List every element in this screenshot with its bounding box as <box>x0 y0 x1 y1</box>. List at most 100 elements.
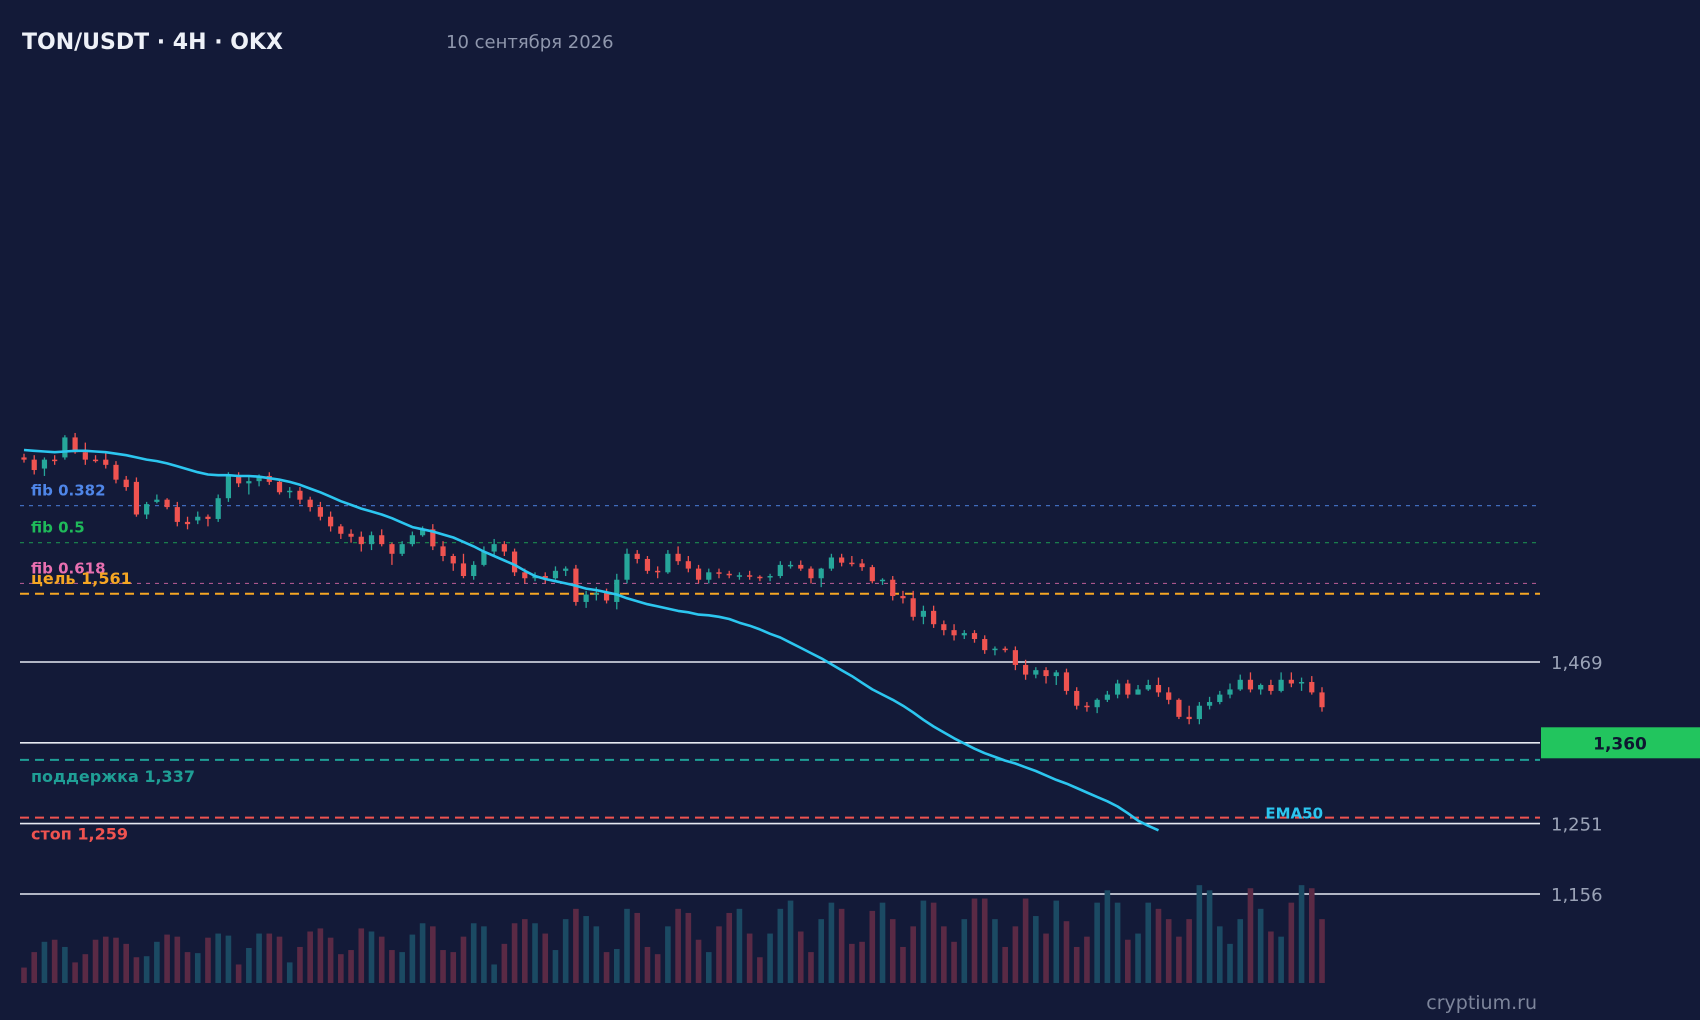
candle-body <box>603 593 610 601</box>
candle-body <box>900 596 906 599</box>
volume-bar <box>818 919 824 983</box>
candle-body <box>1145 684 1151 690</box>
candle <box>839 553 845 567</box>
candle <box>634 550 640 564</box>
candle-body <box>849 562 855 565</box>
candle-body <box>205 516 211 519</box>
volume-bar <box>767 933 773 983</box>
candle-body <box>736 575 743 577</box>
candle <box>808 566 814 584</box>
axis-tick-label: 1,251 <box>1551 815 1603 836</box>
volume-bar <box>675 908 681 983</box>
volume-bar <box>665 926 671 983</box>
volume-bar <box>920 900 927 983</box>
volume-bar <box>21 967 27 983</box>
volume-bar <box>1278 936 1284 983</box>
candle <box>92 455 99 463</box>
candle <box>1186 705 1192 725</box>
volume-bar <box>41 941 48 983</box>
volume-bar <box>654 954 661 983</box>
candle-body <box>338 526 344 534</box>
volume-bar <box>327 937 334 983</box>
price-axis: 1,469 1,251 1,156 1,360 <box>1541 653 1700 906</box>
volume-bar <box>1033 916 1039 983</box>
level-label-support: поддержка 1,337 <box>31 767 195 786</box>
candle-body <box>62 437 68 458</box>
volume-bar <box>1094 902 1100 983</box>
volume-bar <box>849 943 855 983</box>
candle <box>236 472 242 488</box>
candle <box>1247 672 1254 693</box>
candle-body <box>164 499 170 508</box>
candle <box>430 524 436 551</box>
candle <box>726 570 732 579</box>
candle-body <box>1268 684 1274 691</box>
volume-bar <box>1165 919 1172 983</box>
axis-tick-label: 1,156 <box>1551 885 1603 906</box>
volume-bar <box>1073 946 1080 983</box>
candle-body <box>695 568 702 580</box>
candle-body <box>675 553 681 562</box>
volume-bar <box>613 949 620 983</box>
volume-bar <box>1176 936 1182 983</box>
candle-body <box>1074 690 1080 706</box>
candle <box>879 578 886 585</box>
candle-body <box>379 535 385 545</box>
candle <box>1094 698 1100 714</box>
candle <box>471 561 477 580</box>
candle <box>961 630 967 640</box>
candle <box>1155 677 1162 697</box>
volume-bar <box>889 919 896 983</box>
candle <box>62 435 68 460</box>
candle-body <box>1176 699 1182 717</box>
candle <box>368 531 375 551</box>
candle <box>1012 646 1018 671</box>
candle <box>1176 698 1182 720</box>
candle <box>859 558 865 571</box>
candle-body <box>481 551 487 565</box>
volume-bar <box>562 919 569 983</box>
volume-bar <box>266 933 273 983</box>
candle <box>931 605 937 628</box>
candle-body <box>879 579 886 582</box>
candle <box>910 590 916 621</box>
candle-body <box>246 481 252 484</box>
volume-bar <box>716 926 722 983</box>
candle-body <box>1319 692 1325 708</box>
volume-bar <box>113 937 119 983</box>
level-label-fib382: fib 0.382 <box>31 482 106 500</box>
volume-bar <box>205 937 211 983</box>
candle <box>747 570 753 580</box>
candle <box>481 546 487 567</box>
candle <box>1196 702 1202 725</box>
candle-body <box>931 610 937 625</box>
candle-body <box>358 536 364 545</box>
volume-bar <box>1288 902 1295 983</box>
current-price-label: 1,360 <box>1593 734 1647 754</box>
candle <box>1288 672 1294 688</box>
candle <box>460 553 467 579</box>
candle <box>655 566 661 579</box>
volume-bar <box>828 902 835 983</box>
volume-bar <box>389 950 395 983</box>
candle <box>154 494 160 504</box>
candle <box>971 630 978 643</box>
candle <box>787 561 794 569</box>
candle-body <box>1084 705 1090 708</box>
volume-bar <box>62 946 68 983</box>
volume-bar <box>378 936 385 983</box>
volume-bar <box>1268 931 1274 983</box>
volume-bar <box>583 916 589 983</box>
volume-bar <box>705 952 712 983</box>
candle-body <box>256 475 262 482</box>
volume-bar <box>1237 919 1244 983</box>
volume-bar <box>1012 926 1019 983</box>
candle-body <box>389 544 395 554</box>
candle-body <box>1063 672 1070 691</box>
candle-body <box>798 564 804 569</box>
volume-bar <box>1196 885 1203 983</box>
candle <box>890 576 896 601</box>
candle <box>1258 683 1264 695</box>
volume-bar <box>1257 908 1264 983</box>
